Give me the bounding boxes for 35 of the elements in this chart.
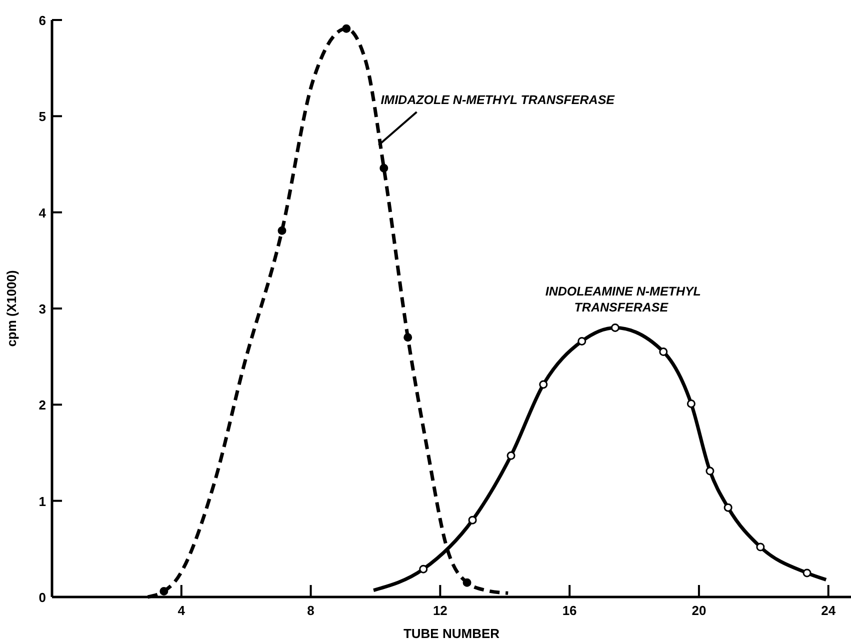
point	[756, 542, 765, 552]
y-tick-label: 5	[38, 109, 46, 124]
y-tick-label: 3	[38, 302, 46, 316]
point	[578, 336, 586, 346]
point	[462, 578, 472, 587]
point	[802, 568, 812, 578]
point	[278, 226, 286, 235]
x-tick-label: 20	[692, 603, 706, 618]
y-tick-label: 4	[38, 205, 47, 220]
point	[706, 466, 714, 476]
x-tick-label: 4	[178, 603, 186, 618]
x-tick-label: 16	[562, 603, 577, 618]
y-axis-title: cpm (X1000)	[4, 270, 19, 347]
point	[506, 451, 516, 460]
y-tick-label: 0	[38, 590, 46, 605]
y-tick-label: 1	[38, 494, 46, 509]
point	[404, 333, 412, 342]
y-tick-label: 6	[38, 13, 46, 28]
x-tick-label: 24	[821, 603, 836, 618]
point	[468, 516, 477, 524]
x-axis-title: TUBE NUMBER	[403, 626, 500, 641]
point	[342, 24, 351, 33]
point	[380, 164, 388, 172]
y-tick-label: 2	[38, 398, 46, 413]
point	[686, 399, 696, 408]
point	[724, 503, 732, 512]
point	[419, 564, 428, 574]
annotation: IMIDAZOLE N-METHYL TRANSFERASE	[380, 93, 616, 108]
x-tick-label: 8	[307, 603, 314, 618]
point	[610, 323, 620, 332]
annotation: INDOLEAMINE N-METHYL TRANSFERASE	[545, 284, 701, 315]
point	[160, 586, 168, 596]
point	[539, 380, 548, 389]
x-tick-label: 12	[432, 603, 448, 618]
point	[659, 348, 668, 356]
